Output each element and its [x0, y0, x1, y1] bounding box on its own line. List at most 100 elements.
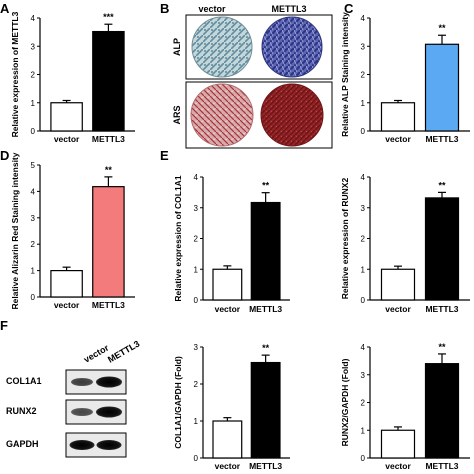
stain-col-label-mettl3: METTL3 [272, 4, 307, 14]
bar-f1-mettl3 [250, 361, 281, 459]
y-tick-label-a: 1 [31, 99, 36, 108]
significance-e2: ** [438, 180, 446, 190]
panel-letter-d: D [0, 148, 9, 163]
bar-e1-vector [212, 268, 243, 301]
y-tick-label-a: 0 [31, 127, 36, 136]
y-tick-label-e2: 1 [361, 265, 366, 274]
x-tick-label-d-vector: vector [54, 300, 80, 310]
y-tick-label-e2: 0 [361, 296, 366, 305]
stain-row-label-ars: ARS [172, 105, 182, 124]
significance-c: ** [438, 23, 446, 33]
x-tick-label-a-vector: vector [54, 134, 80, 144]
y-tick-label-e2: 3 [361, 204, 366, 213]
y-axis-title-e2: Relative expression of RUNX2 [340, 178, 350, 300]
y-tick-label-d: 5 [31, 161, 36, 170]
y-tick-label-f2: 2 [361, 399, 366, 408]
bar-f1-vector [212, 420, 243, 459]
x-tick-label-c-mettl3: METTL3 [425, 134, 458, 144]
y-axis-title-d: Relative Alizarin Red Staining intensity [10, 152, 20, 309]
blot-label-gapdh: GAPDH [6, 439, 39, 449]
bar-d-vector [50, 270, 83, 298]
y-tick-label-e1: 2 [194, 235, 199, 244]
blot-label-col1a1: COL1A1 [6, 376, 42, 386]
x-tick-label-f2-mettl3: METTL3 [425, 461, 458, 471]
x-tick-label-e1-mettl3: METTL3 [249, 304, 282, 314]
x-tick-label-e2-vector: vector [385, 304, 411, 314]
y-tick-label-c: 1 [361, 99, 366, 108]
y-tick-label-c: 4 [361, 14, 366, 23]
y-tick-label-a: 2 [31, 71, 36, 80]
y-axis-title-c: Relative ALP Staining intensity [340, 12, 350, 137]
chart-f2: 0 1 2 3 4 RUNX2/GAPDH (Fold) vector METTL3 ** [340, 342, 470, 471]
chart-f1: 0 1 2 3 COL1A1/GAPDH (Fold) vector METTL3 ** [173, 343, 290, 471]
band-col1a1-vector [71, 378, 93, 386]
blot-lane-label-vector: vector [82, 342, 111, 364]
y-tick-label-e1: 3 [194, 204, 199, 213]
y-tick-label-a: 3 [31, 42, 36, 51]
y-axis-title-e1: Relative expression of COL1A1 [173, 175, 183, 301]
band-gapdh-vector [69, 440, 95, 450]
significance-f2: ** [438, 342, 446, 352]
ars-mettl3-well [260, 83, 324, 147]
y-tick-label-a: 4 [31, 14, 36, 23]
y-axis-title-f1: COL1A1/GAPDH (Fold) [173, 356, 183, 449]
alp-mettl3-well [261, 16, 323, 78]
x-tick-label-f2-vector: vector [385, 461, 411, 471]
y-tick-label-d: 4 [31, 187, 36, 196]
chart-a: 0 1 2 3 4 Relative expression of METTL3 vector… [10, 11, 135, 144]
y-tick-label-d: 1 [31, 267, 36, 276]
bar-f2-vector [380, 429, 416, 459]
y-tick-label-f2: 0 [361, 454, 366, 463]
bar-d-mettl3 [92, 186, 125, 298]
y-tick-label-c: 2 [361, 71, 366, 80]
x-tick-label-d-mettl3: METTL3 [92, 300, 125, 310]
significance-e1: ** [262, 181, 270, 191]
panel-letter-f: F [0, 318, 8, 333]
significance-f1: ** [262, 343, 270, 353]
significance-d: ** [105, 165, 113, 175]
y-tick-label-f2: 1 [361, 426, 366, 435]
y-axis-title-a: Relative expression of METTL3 [10, 11, 20, 137]
band-runx2-vector [71, 408, 93, 416]
alp-vector-well [191, 16, 253, 78]
panel-letter-a: A [0, 1, 10, 16]
bar-c-vector [380, 102, 416, 132]
y-tick-label-f1: 3 [194, 343, 199, 352]
panel-f-western-blot: vector METTL3 COL1A1 RUNX2 GAPDH [6, 339, 141, 458]
y-tick-label-e1: 1 [194, 265, 199, 274]
y-tick-label-f1: 2 [194, 380, 199, 389]
band-col1a1-mettl3 [96, 376, 122, 388]
y-tick-label-f1: 0 [194, 454, 199, 463]
bar-e1-mettl3 [250, 201, 281, 301]
y-tick-label-f2: 4 [361, 343, 366, 352]
bar-e2-mettl3 [424, 197, 460, 301]
x-tick-label-f1-vector: vector [215, 461, 241, 471]
chart-e2: 0 1 2 3 4 Relative expression of RUNX2 vector M… [340, 173, 470, 314]
alp-frame [185, 14, 333, 80]
bar-e2-vector [380, 268, 416, 301]
panel-b-staining: vector METTL3 ALP ARS [172, 4, 333, 149]
y-tick-label-c: 3 [361, 42, 366, 51]
y-tick-label-f2: 3 [361, 371, 366, 380]
y-tick-label-e1: 0 [194, 296, 199, 305]
x-tick-label-f1-mettl3: METTL3 [249, 461, 282, 471]
chart-e1: 0 1 2 3 4 Relative expression of COL1A1 vector… [173, 173, 290, 314]
stain-col-label-vector: vector [198, 4, 226, 14]
y-tick-label-c: 0 [361, 127, 366, 136]
y-axis-title-f2: RUNX2/GAPDH (Fold) [340, 358, 350, 446]
panel-letter-b: B [160, 1, 169, 16]
band-gapdh-mettl3 [96, 440, 122, 450]
x-tick-label-e2-mettl3: METTL3 [425, 304, 458, 314]
y-tick-label-f1: 1 [194, 417, 199, 426]
blot-lane-label-mettl3: METTL3 [106, 339, 141, 365]
band-runx2-mettl3 [96, 406, 122, 418]
y-tick-label-e2: 2 [361, 235, 366, 244]
bar-a-mettl3 [92, 30, 125, 132]
chart-c: 0 1 2 3 4 Relative ALP Staining intensity vect… [340, 12, 470, 144]
ars-vector-well [190, 83, 254, 147]
x-tick-label-a-mettl3: METTL3 [92, 134, 125, 144]
significance-a: *** [103, 12, 114, 22]
y-tick-label-d: 2 [31, 240, 36, 249]
bar-c-mettl3 [424, 43, 460, 132]
